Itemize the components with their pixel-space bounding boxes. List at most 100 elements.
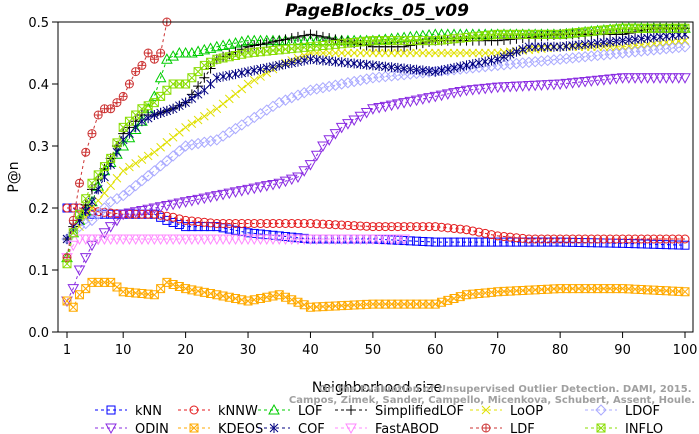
data-point-fastabod (248, 234, 261, 246)
data-point-knnw (611, 234, 621, 244)
data-point-cof (487, 55, 496, 66)
data-point-lof (154, 71, 167, 83)
data-point-knn (674, 240, 684, 250)
data-point-fastabod (273, 234, 286, 246)
data-point-ldof (117, 189, 129, 202)
data-point-ldof (148, 165, 161, 177)
data-point-fastabod (398, 234, 410, 246)
data-point-knnw (206, 218, 216, 228)
data-point-odin (629, 73, 641, 84)
data-point-fastabod (285, 234, 298, 246)
data-point-ldof (198, 136, 211, 148)
data-point-odin (410, 95, 423, 107)
x-tick-label: 90 (614, 343, 631, 358)
data-point-knnw (449, 223, 459, 233)
data-point-ldof (67, 227, 79, 239)
data-point-loop (368, 48, 378, 58)
data-point-knnw (68, 203, 78, 213)
data-point-knn (299, 233, 309, 243)
data-point-odin (192, 194, 204, 206)
series-loop (62, 36, 690, 244)
data-point-ldof (541, 54, 554, 67)
data-point-ldf-cross (137, 61, 146, 70)
legend-label-inflo: INFLO (625, 422, 663, 434)
data-point-loop (474, 48, 484, 58)
data-point-knnw (674, 234, 684, 244)
legend-entry-lof: LOF (258, 403, 323, 419)
data-point-knn (455, 237, 465, 247)
data-point-loop (412, 48, 421, 58)
series-line-cof (66, 33, 686, 240)
data-point-odin (666, 73, 679, 84)
data-point-simplifiedlof (243, 41, 254, 52)
data-point-odin (585, 76, 598, 87)
data-point-fastabod (373, 234, 385, 246)
data-point-cof (100, 172, 109, 182)
data-point-fastabod (173, 234, 186, 246)
data-point-simplifiedlof (498, 34, 509, 45)
data-point-simplifiedlof (286, 33, 297, 44)
series-cof (62, 29, 690, 244)
data-point-fastabod (217, 234, 229, 246)
data-point-ldof (348, 75, 360, 88)
data-point-loop (399, 48, 409, 58)
data-point-cof (249, 65, 259, 76)
data-point-loop (374, 48, 384, 58)
data-point-odin (292, 172, 304, 184)
data-point-kdeos (449, 294, 459, 304)
legend-marker-ldof (595, 404, 607, 416)
data-point-loop (418, 48, 428, 58)
data-point-cof (505, 49, 515, 60)
data-point-simplifiedlof (492, 35, 503, 46)
data-point-odin (367, 104, 379, 115)
data-point-odin (591, 75, 604, 87)
data-point-ldof (454, 63, 466, 75)
data-point-ldof (186, 139, 198, 151)
data-point-loop (393, 48, 403, 58)
data-point-knnw (455, 224, 465, 234)
data-point-knnw (174, 214, 184, 224)
data-point-loop (187, 119, 197, 129)
data-point-fastabod (292, 234, 304, 246)
data-point-odin (504, 81, 517, 93)
data-point-knnw (586, 234, 596, 244)
x-tick-label: 70 (489, 343, 506, 358)
data-point-knnw (231, 219, 241, 228)
data-point-knnw (412, 222, 422, 232)
data-point-odin (554, 79, 567, 91)
data-point-knn (449, 237, 459, 247)
data-point-ldf-cross (75, 179, 84, 188)
data-point-loop (437, 48, 446, 58)
data-point-lof (111, 148, 123, 159)
data-point-knnw (468, 226, 478, 236)
data-point-odin (385, 100, 398, 112)
data-point-knnw (499, 232, 509, 242)
data-point-knnw (462, 225, 472, 235)
data-point-knnw (618, 234, 628, 244)
data-point-simplifiedlof (642, 24, 653, 35)
data-point-ldof (504, 58, 516, 70)
data-point-ldof (523, 56, 535, 69)
data-point-kdeos (287, 295, 297, 305)
data-point-knn (174, 220, 184, 230)
data-point-knnw (112, 209, 122, 219)
legend-label-odin: ODIN (135, 422, 169, 434)
data-point-knnw (605, 234, 615, 244)
legend-marker-loop (481, 405, 491, 415)
series-ldof (61, 41, 691, 245)
data-point-loop (218, 99, 228, 109)
data-point-fastabod (117, 234, 130, 246)
data-point-kdeos (68, 302, 78, 312)
data-point-loop (231, 89, 240, 99)
data-point-knnw (493, 231, 503, 241)
data-point-knn (443, 237, 453, 247)
data-point-knnw (399, 222, 409, 232)
data-point-fastabod (317, 234, 329, 246)
data-point-loop (118, 166, 128, 176)
data-point-simplifiedlof (199, 72, 210, 83)
data-point-simplifiedlof (280, 34, 291, 45)
data-point-odin (223, 188, 236, 200)
data-point-odin (672, 73, 685, 84)
data-point-ldof (554, 53, 566, 65)
data-point-knnw (149, 209, 159, 219)
